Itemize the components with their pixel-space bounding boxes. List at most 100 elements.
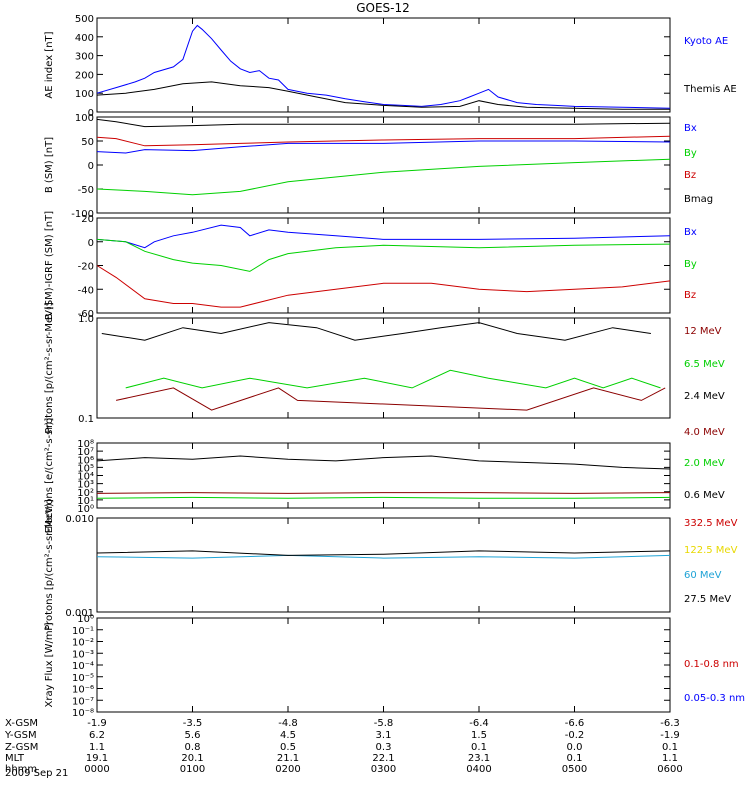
- orbit-cell: 20.1: [181, 753, 203, 764]
- y-axis-label: B (SM) [nT]: [44, 137, 55, 193]
- series-line: [96, 550, 671, 556]
- orbit-cell: 0000: [84, 764, 109, 775]
- y-tick-label: 0.001: [65, 608, 94, 619]
- y-tick-label: 10¹: [77, 496, 94, 507]
- y-tick-label: 10⁻⁷: [72, 696, 94, 707]
- y-tick-label: 0.1: [78, 414, 94, 425]
- orbit-cell: 0.8: [185, 742, 201, 753]
- y-tick-label: 10⁻¹: [72, 626, 94, 637]
- legend-entry: 0.05-0.3 nm: [684, 693, 745, 704]
- orbit-row-label: hhmm: [5, 764, 37, 775]
- orbit-cell: 6.2: [89, 730, 105, 741]
- orbit-cell: -6.3: [660, 718, 680, 729]
- y-tick-label: 10⁵: [77, 463, 94, 474]
- y-tick-label: 10⁴: [77, 472, 94, 483]
- y-tick-label: -20: [78, 262, 94, 273]
- orbit-cell: 0.3: [376, 742, 392, 753]
- orbit-cell: 4.5: [280, 730, 296, 741]
- y-axis-label: Protons [p/(cm²-s-sr-MeV)]: [44, 499, 55, 631]
- series-line: [96, 158, 671, 196]
- panel-frame: [96, 116, 671, 214]
- legend-entry: By: [684, 259, 697, 270]
- y-tick-label: 10⁰: [77, 504, 94, 515]
- legend-entry: Bz: [684, 290, 696, 301]
- y-tick-label: 400: [75, 33, 94, 44]
- legend-entry: Bx: [684, 123, 697, 134]
- orbit-table: X-GSM -1.9 -3.5 -4.8 -5.8 -6.4 -6.6 -6.3 Y-GSM 6.…: [4, 718, 683, 775]
- y-tick-label: -40: [78, 285, 94, 296]
- panel-frame: [96, 17, 671, 113]
- y-tick-label: 10⁸: [77, 439, 94, 450]
- legend-entry: Kyoto AE: [684, 36, 728, 47]
- legend-entry: 2.0 MeV: [684, 458, 725, 469]
- legend-entry: 0.1-0.8 nm: [684, 659, 739, 670]
- y-tick-label: -50: [78, 185, 94, 196]
- series-line: [96, 135, 671, 147]
- y-tick-label: 200: [75, 70, 94, 81]
- y-tick-label: -60: [78, 309, 94, 320]
- legend-entry: Bz: [684, 170, 696, 181]
- y-tick-label: 10⁻⁴: [72, 661, 94, 672]
- series-line: [101, 322, 651, 341]
- orbit-cell: 19.1: [86, 753, 108, 764]
- orbit-cell: -0.2: [565, 730, 585, 741]
- panel-frame: [96, 217, 671, 314]
- y-tick-label: 0: [88, 108, 94, 119]
- y-tick-label: 0.010: [65, 514, 94, 525]
- y-tick-label: 10²: [77, 488, 94, 499]
- y-tick-label: 300: [75, 52, 94, 63]
- series-line: [96, 24, 671, 109]
- orbit-cell: 0400: [466, 764, 491, 775]
- y-tick-label: 10⁷: [77, 447, 94, 458]
- legend-entry: 122.5 MeV: [684, 545, 738, 556]
- orbit-row-label: X-GSM: [5, 718, 38, 729]
- orbit-cell: -1.9: [87, 718, 107, 729]
- y-axis-label: AE index [nT]: [44, 31, 55, 98]
- panel-protons_high: 0.001 0.010 Protons [p/(cm²-s-sr-MeV)] 332.…: [44, 499, 738, 631]
- legend-entry: By: [684, 148, 697, 159]
- legend-entry: 12 MeV: [684, 326, 722, 337]
- series-line: [96, 140, 671, 154]
- legend-entry: Themis AE: [683, 84, 737, 95]
- y-axis-label: Protons [p/(cm²-s-sr-MeV)]: [44, 302, 55, 434]
- legend-entry: Bx: [684, 227, 697, 238]
- series-line: [96, 492, 671, 494]
- orbit-cell: 1.5: [471, 730, 487, 741]
- y-tick-label: 10⁰: [77, 614, 94, 625]
- orbit-row-label: MLT: [5, 753, 25, 764]
- legend-entry: 4.0 MeV: [684, 427, 725, 438]
- y-tick-label: 10³: [77, 480, 94, 491]
- orbit-cell: 5.6: [185, 730, 201, 741]
- y-tick-label: 50: [81, 137, 94, 148]
- y-tick-label: 500: [75, 14, 94, 25]
- panel-frame: [96, 317, 671, 419]
- legend-entry: 60 MeV: [684, 570, 722, 581]
- orbit-cell: 0.5: [280, 742, 296, 753]
- orbit-cell: 0.0: [567, 742, 583, 753]
- legend-entry: Bmag: [684, 194, 713, 205]
- y-tick-label: -100: [71, 209, 94, 220]
- series-line: [115, 387, 666, 411]
- figure-title: GOES-12: [356, 1, 410, 15]
- panel-ae: 0 100 200 300 400 500 AE index [nT] Kyoto AE The…: [44, 14, 737, 119]
- y-tick-label: 0: [88, 161, 94, 172]
- orbit-cell: 0500: [562, 764, 587, 775]
- legend-entry: 332.5 MeV: [684, 518, 738, 529]
- legend-entry: 27.5 MeV: [684, 594, 731, 605]
- series-line: [96, 224, 671, 249]
- y-tick-label: 10⁻²: [72, 638, 94, 649]
- series-line: [125, 369, 661, 389]
- series-line: [96, 455, 671, 470]
- y-tick-label: 10⁻⁵: [72, 673, 94, 684]
- orbit-cell: -6.6: [565, 718, 585, 729]
- orbit-cell: 1.1: [89, 742, 105, 753]
- orbit-cell: 0.1: [662, 742, 678, 753]
- orbit-row-label: Z-GSM: [5, 742, 38, 753]
- orbit-cell: 22.1: [372, 753, 394, 764]
- orbit-cell: -6.4: [469, 718, 489, 729]
- y-tick-label: 10⁻⁸: [72, 708, 94, 719]
- orbit-cell: -5.8: [374, 718, 394, 729]
- y-tick-label: 100: [75, 113, 94, 124]
